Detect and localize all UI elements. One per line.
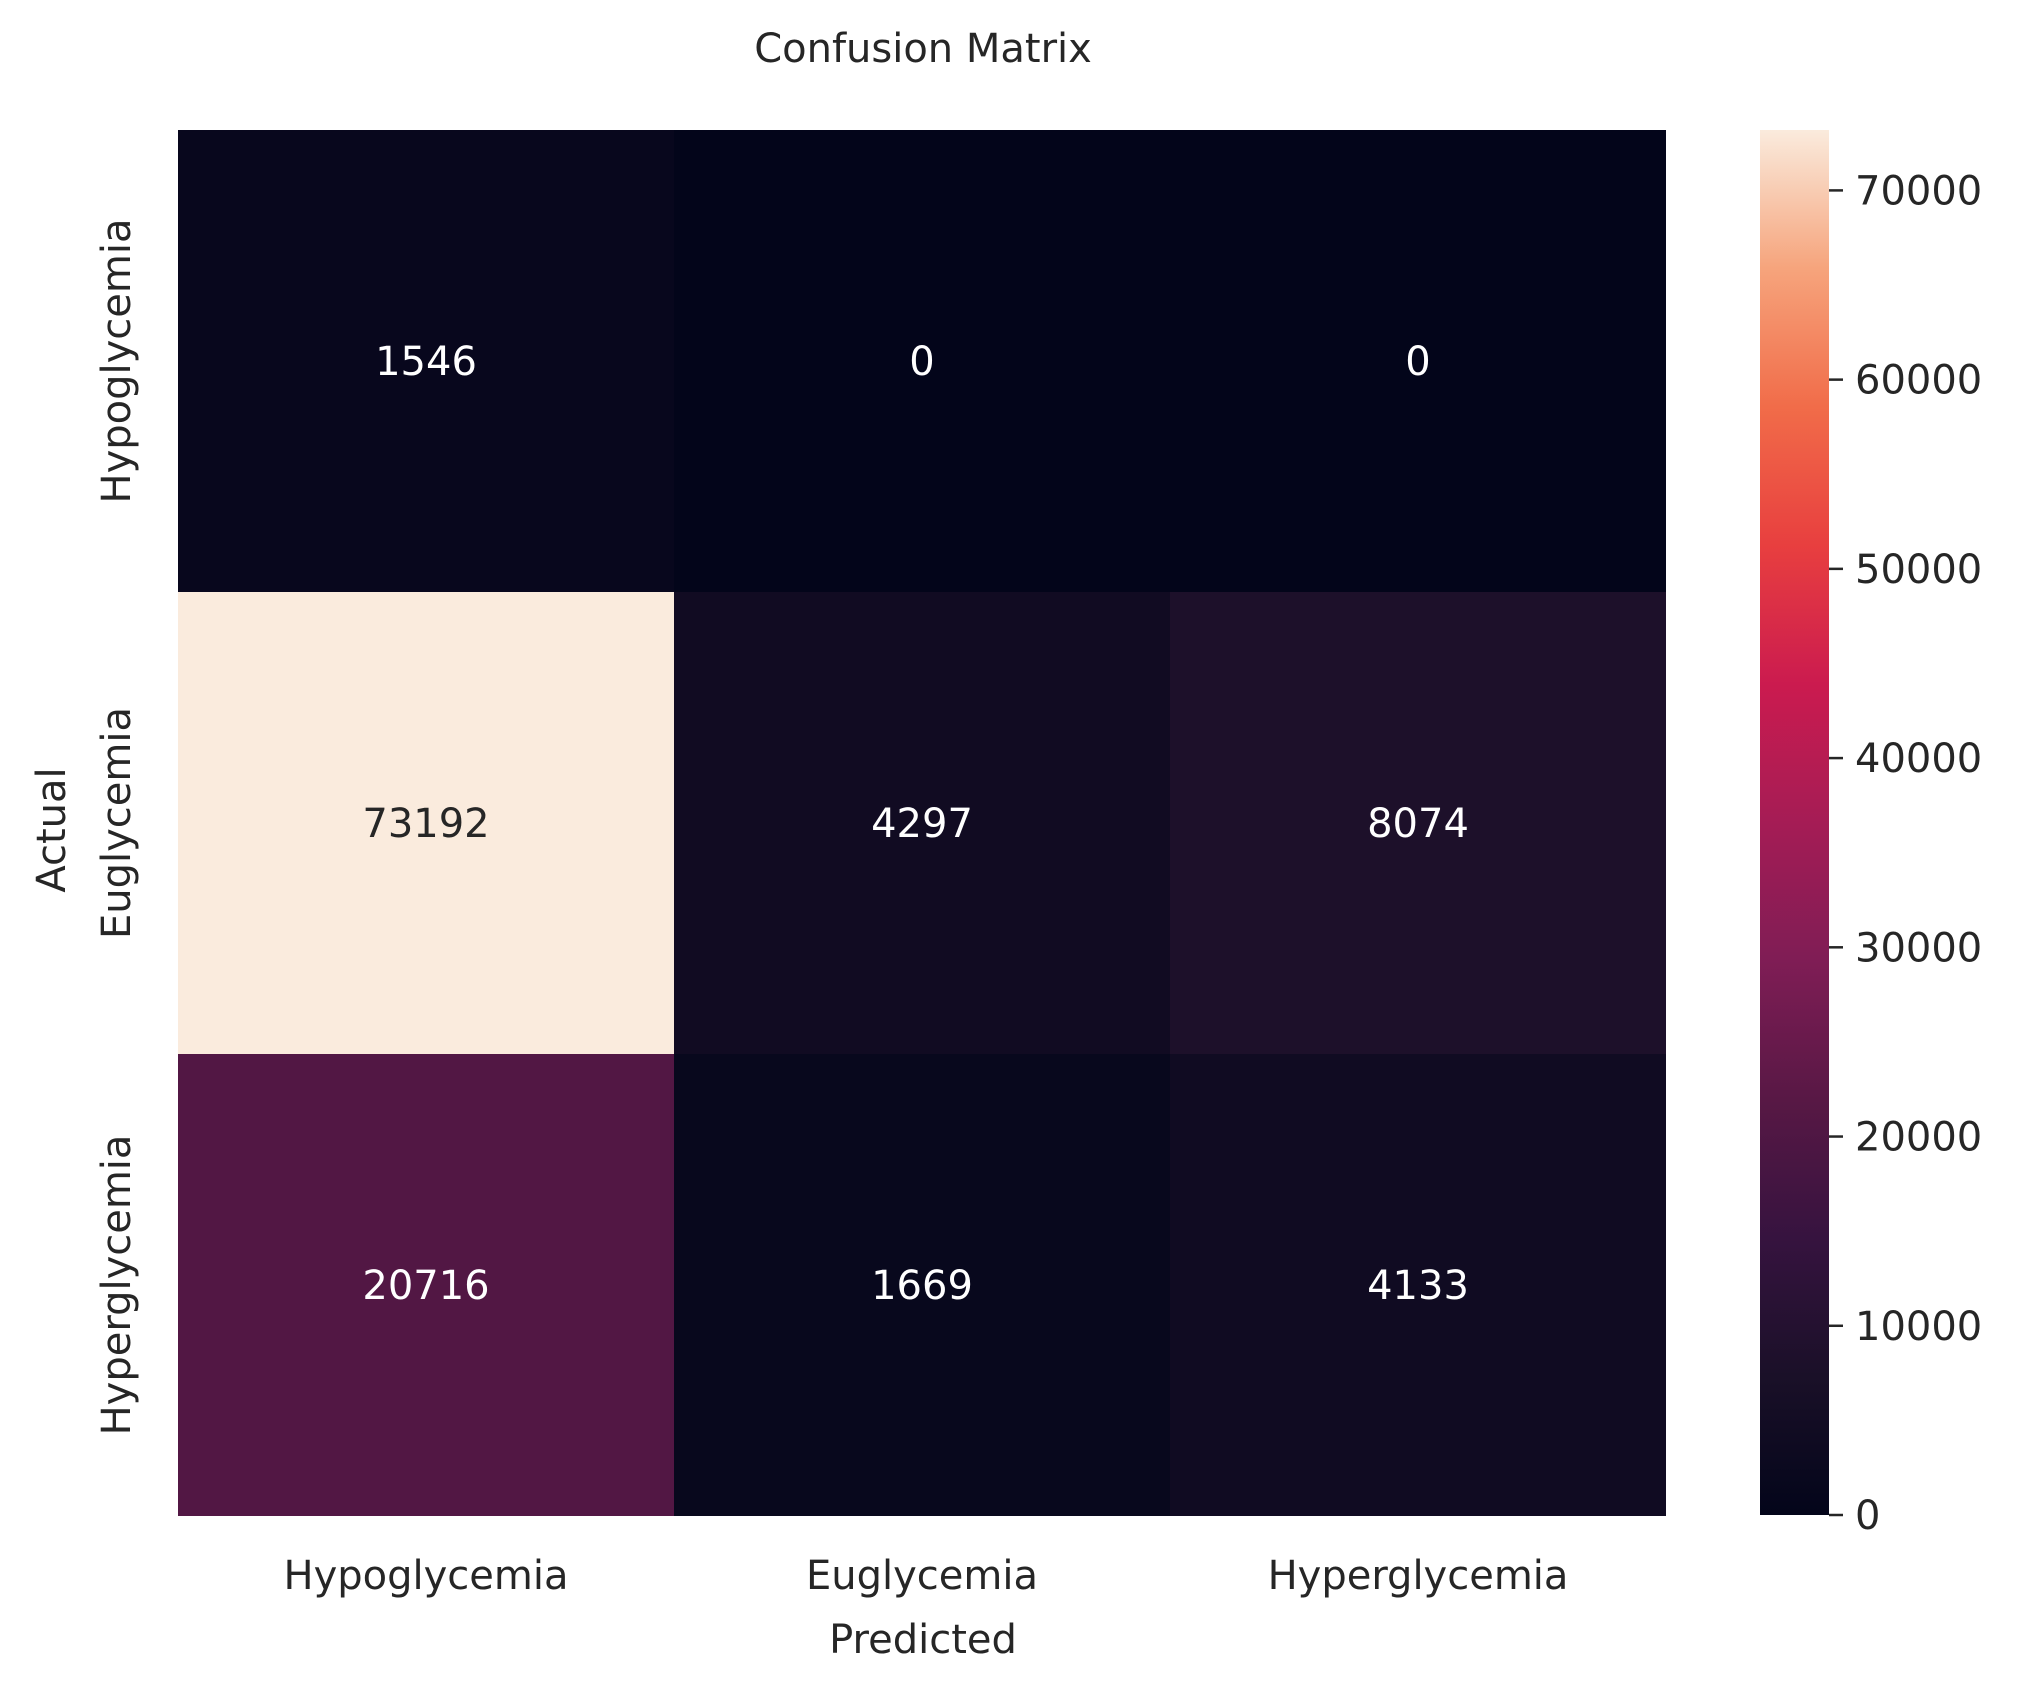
cell-value-label: 4297 [871,801,973,847]
x-axis-label: Predicted [829,1617,1017,1663]
y-tick-label: Hyperglycemia [94,1135,140,1436]
x-tick-label: Euglycemia [806,1553,1038,1599]
heatmap-cell-r0-c0 [178,130,674,592]
cell-value-label: 20716 [362,1263,489,1309]
y-tick-label: Hypoglycemia [94,219,140,504]
x-axis-tick-labels: Hypoglycemia Euglycemia Hyperglycemia [284,1553,1569,1599]
heatmap-cell-r0-c1 [674,130,1170,592]
heatmap-cell-r2-c1 [674,1054,1170,1516]
heatmap-cells [178,130,1666,1516]
colorbar-tick-label: 0 [1855,1493,1880,1539]
heatmap-cell-r1-c2 [1170,592,1666,1054]
x-tick-label: Hyperglycemia [1268,1553,1569,1599]
cell-value-label: 1669 [871,1263,973,1309]
colorbar-tick-label: 60000 [1855,358,1982,404]
colorbar [1760,130,1829,1515]
cell-value-label: 73192 [362,801,489,847]
heatmap-cell-labels: 1546 0 0 73192 4297 8074 20716 1669 4133 [362,339,1469,1309]
cell-value-label: 0 [1405,339,1430,385]
y-axis-label: Actual [29,767,75,892]
colorbar-ticks: 0 10000 20000 30000 40000 50000 60000 70000 [1829,168,1982,1539]
chart-title: Confusion Matrix [754,26,1092,72]
x-tick-label: Hypoglycemia [284,1553,569,1599]
colorbar-tick-label: 10000 [1855,1304,1982,1350]
colorbar-tick-label: 50000 [1855,547,1982,593]
y-tick-label: Euglycemia [94,707,140,939]
cell-value-label: 4133 [1367,1263,1469,1309]
y-axis-tick-labels: Hypoglycemia Euglycemia Hyperglycemia [94,219,140,1436]
colorbar-tick-label: 40000 [1855,736,1982,782]
heatmap-cell-r2-c0 [178,1054,674,1516]
colorbar-tick-label: 30000 [1855,925,1982,971]
colorbar-tick-label: 70000 [1855,168,1982,214]
cell-value-label: 0 [909,339,934,385]
heatmap-cell-r2-c2 [1170,1054,1666,1516]
cell-value-label: 8074 [1367,801,1469,847]
cell-value-label: 1546 [375,339,477,385]
heatmap-cell-r1-c1 [674,592,1170,1054]
heatmap-cell-r0-c2 [1170,130,1666,592]
colorbar-tick-label: 20000 [1855,1115,1982,1161]
heatmap-cell-r1-c0 [178,592,674,1054]
